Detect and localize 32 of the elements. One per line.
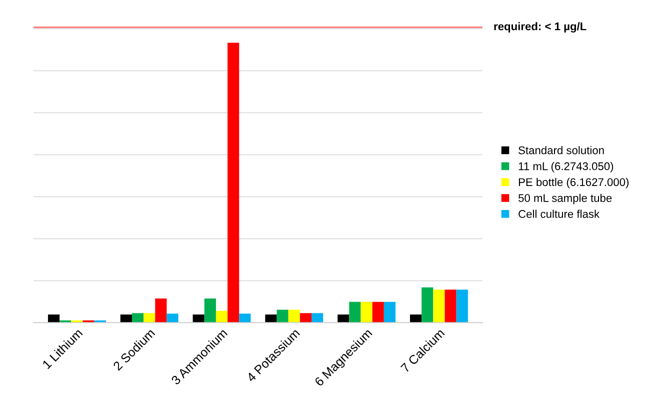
bar	[265, 314, 277, 323]
bar	[144, 313, 156, 323]
bar	[192, 314, 204, 323]
legend-label: 50 mL sample tube	[518, 194, 612, 204]
bar	[239, 314, 251, 323]
bar	[360, 302, 372, 323]
legend-label: Standard solution	[518, 146, 604, 154]
bar	[444, 290, 456, 323]
bar	[410, 314, 422, 323]
bar	[433, 290, 445, 323]
bar	[204, 298, 216, 323]
bar	[349, 302, 361, 323]
bar	[300, 313, 312, 323]
bar	[276, 310, 288, 323]
bar	[48, 314, 60, 323]
legend-label: PE bottle (6.1627.000)	[518, 178, 629, 188]
bar	[120, 314, 132, 323]
legend-label: 11 mL (6.2743.050)	[518, 162, 614, 172]
bar	[456, 290, 468, 323]
bar	[166, 314, 178, 323]
bar	[132, 313, 144, 323]
bar	[228, 42, 240, 323]
ref-line-label: required: < 1 µg/L	[494, 22, 586, 33]
bar	[288, 310, 300, 323]
bar	[216, 310, 228, 323]
bar	[312, 313, 324, 323]
bar	[338, 314, 350, 323]
bar	[384, 302, 396, 323]
bar	[155, 298, 167, 323]
bar	[422, 287, 434, 323]
legend-label: Cell culture flask	[518, 210, 600, 218]
bar	[372, 302, 384, 323]
